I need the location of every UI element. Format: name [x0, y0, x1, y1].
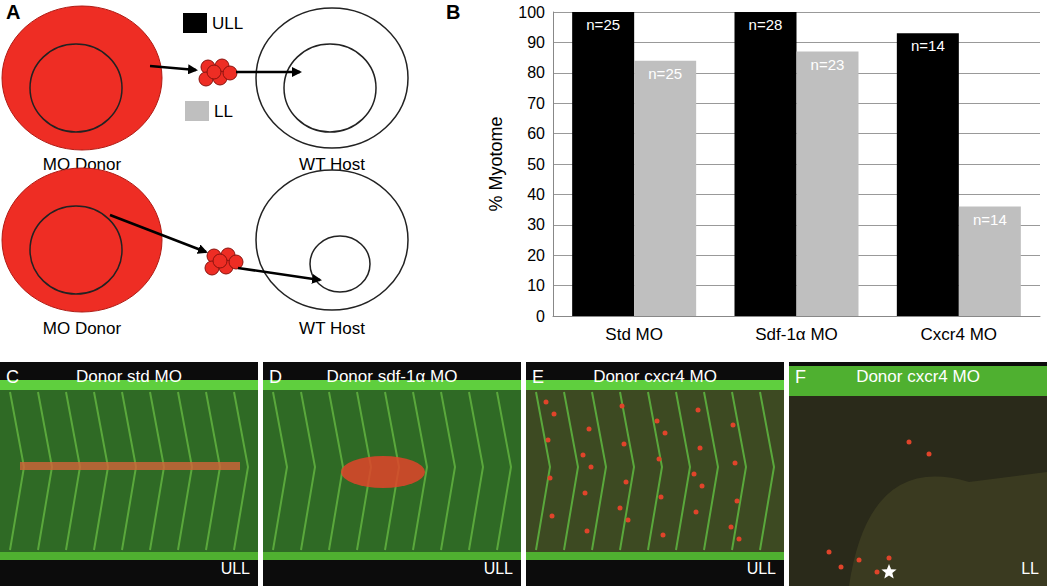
svg-text:ULL: ULL	[212, 14, 243, 33]
svg-text:40: 40	[527, 186, 545, 203]
svg-text:n=25: n=25	[648, 65, 682, 82]
svg-text:LL: LL	[214, 102, 233, 121]
svg-text:LL: LL	[1021, 560, 1039, 577]
svg-text:F: F	[795, 367, 806, 387]
svg-text:n=25: n=25	[586, 16, 620, 33]
svg-text:n=14: n=14	[973, 211, 1007, 228]
svg-text:20: 20	[527, 247, 545, 264]
svg-text:MO Donor: MO Donor	[43, 319, 122, 338]
svg-text:60: 60	[527, 125, 545, 142]
svg-text:A: A	[6, 1, 20, 23]
svg-text:WT Host: WT Host	[299, 155, 365, 175]
svg-text:n=23: n=23	[811, 56, 845, 73]
svg-text:Std MO: Std MO	[605, 325, 663, 344]
svg-text:Donor cxcr4 MO: Donor cxcr4 MO	[856, 367, 980, 386]
svg-text:Donor cxcr4 MO: Donor cxcr4 MO	[593, 367, 717, 386]
svg-text:ULL: ULL	[221, 560, 250, 577]
svg-text:B: B	[446, 1, 460, 23]
svg-text:50: 50	[527, 156, 545, 173]
svg-text:ULL: ULL	[747, 560, 776, 577]
svg-text:E: E	[532, 367, 544, 387]
svg-text:% Myotome: % Myotome	[486, 116, 506, 211]
svg-text:100: 100	[518, 4, 545, 21]
svg-text:n=28: n=28	[749, 16, 783, 33]
svg-text:0: 0	[536, 308, 545, 325]
svg-text:Donor std MO: Donor std MO	[76, 367, 182, 386]
svg-text:90: 90	[527, 34, 545, 51]
svg-text:70: 70	[527, 95, 545, 112]
svg-text:MO Donor: MO Donor	[42, 155, 122, 175]
svg-text:30: 30	[527, 216, 545, 233]
svg-text:Cxcr4 MO: Cxcr4 MO	[921, 325, 998, 344]
svg-text:10: 10	[527, 277, 545, 294]
svg-text:C: C	[6, 367, 19, 387]
svg-text:ULL: ULL	[484, 560, 513, 577]
svg-text:80: 80	[527, 64, 545, 81]
svg-text:Donor sdf-1α MO: Donor sdf-1α MO	[327, 367, 458, 386]
svg-text:D: D	[269, 367, 282, 387]
svg-text:WT Host: WT Host	[299, 319, 365, 338]
svg-text:Sdf-1α MO: Sdf-1α MO	[755, 325, 838, 344]
svg-text:n=14: n=14	[911, 37, 945, 54]
